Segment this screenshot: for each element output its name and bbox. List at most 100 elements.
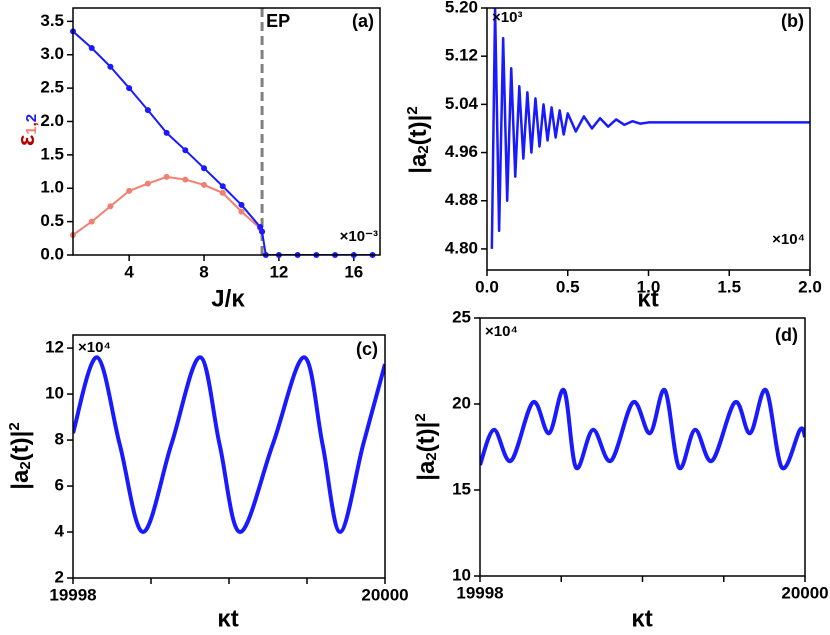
data-point: [219, 189, 226, 196]
x-tick-label: 20000: [361, 585, 408, 604]
y-label-part: ,: [23, 122, 40, 126]
y-tick-label: 5.04: [445, 94, 479, 113]
y-tick-label: 4.80: [445, 238, 478, 257]
y-axis-label: |a2(t)|2: [6, 422, 34, 489]
y-label-part: 2: [404, 106, 421, 114]
data-point: [238, 201, 245, 208]
data-point: [201, 181, 208, 188]
x-tick-label: 8: [199, 262, 208, 281]
data-point: [238, 208, 245, 215]
data-point: [163, 129, 170, 136]
x-tick-label: 20000: [781, 583, 828, 602]
y-label-part: 2: [23, 114, 40, 122]
panel-tag: (c): [356, 339, 378, 359]
y-tick-label: 10: [45, 384, 64, 403]
scale-note: ×10⁴: [772, 231, 805, 248]
x-tick-label: 19998: [49, 585, 96, 604]
x-tick-label: 1.5: [717, 277, 741, 296]
data-point: [126, 187, 133, 194]
plot-frame: [72, 7, 381, 256]
data-point: [126, 85, 133, 92]
ep-label: EP: [266, 11, 290, 31]
y-tick-label: 0.0: [40, 244, 64, 263]
y-tick-label: 25: [452, 307, 471, 326]
x-tick-label: 4: [124, 262, 134, 281]
data-line: [480, 388, 805, 471]
data-point: [107, 203, 114, 210]
x-tick-label: 0.0: [475, 277, 499, 296]
y-tick-label: 4.96: [445, 142, 478, 161]
y-tick-label: 3.5: [40, 11, 64, 30]
y-tick-label: 3.0: [40, 44, 64, 63]
data-point: [144, 107, 151, 114]
y-tick-label: 8: [55, 430, 64, 449]
x-axis-label: κt: [217, 605, 238, 632]
x-tick-label: 2.0: [798, 277, 822, 296]
x-tick-label: 12: [269, 262, 288, 281]
x-axis-label: κt: [631, 605, 652, 632]
y-tick-label: 5.20: [445, 0, 478, 16]
y-label-part: 2: [17, 461, 34, 469]
x-tick-label: 0.5: [556, 277, 580, 296]
x-axis-label: κt: [637, 285, 658, 312]
panel-tag: (a): [352, 11, 374, 31]
data-point: [88, 218, 95, 225]
data-line: [73, 175, 263, 236]
x-tick-label: 19998: [456, 583, 503, 602]
y-label-part: (t)|: [413, 422, 440, 453]
y-tick-label: 1.0: [40, 178, 64, 197]
y-tick-label: 0.5: [40, 211, 64, 230]
scale-note: ×10⁴: [78, 339, 111, 356]
y-tick-label: 2.5: [40, 78, 64, 97]
y-label-part: 2: [423, 452, 440, 460]
y-tick-label: 2: [55, 567, 64, 586]
data-point: [163, 173, 170, 180]
y-tick-label: 12: [45, 338, 64, 357]
data-point: [144, 180, 151, 187]
data-point: [107, 63, 114, 70]
data-point: [201, 165, 208, 172]
y-tick-label: 5.12: [445, 46, 478, 65]
y-label-part: (t)|: [405, 115, 432, 146]
y-label-part: ε: [13, 135, 40, 146]
y-label-part: 2: [415, 145, 432, 153]
y-tick-label: 20: [452, 393, 471, 412]
y-tick-label: 4.88: [445, 190, 478, 209]
scale-note: ×10⁴: [485, 323, 518, 340]
data-line: [490, 8, 810, 249]
x-axis-label: J/κ: [211, 285, 245, 312]
y-tick-label: 10: [452, 565, 471, 584]
panel-tag: (d): [775, 325, 798, 345]
y-tick-label: 4: [55, 522, 65, 541]
data-point: [182, 147, 189, 154]
y-label-part: |a: [405, 153, 432, 174]
y-tick-label: 2.0: [40, 111, 64, 130]
data-point: [219, 183, 226, 190]
y-axis-label: ε1,2: [13, 114, 40, 146]
plot-frame: [486, 7, 811, 271]
y-label-part: 2: [6, 422, 23, 430]
data-point: [257, 223, 264, 230]
y-label-part: 2: [412, 413, 429, 421]
y-axis-label: |a2(t)|2: [412, 413, 440, 480]
data-line: [73, 355, 385, 535]
data-point: [88, 45, 95, 52]
y-label-part: 1: [23, 126, 40, 134]
y-tick-label: 6: [55, 476, 64, 495]
scale-note: ×10⁻³: [340, 228, 378, 245]
data-line: [73, 30, 373, 255]
y-label-part: |a: [413, 460, 440, 481]
y-label-part: |a: [7, 469, 34, 490]
plot-frame: [479, 317, 806, 577]
y-label-part: (t)|: [7, 431, 34, 462]
y-axis-label: |a2(t)|2: [404, 106, 432, 173]
data-point: [259, 228, 266, 235]
data-point: [182, 176, 189, 183]
x-tick-label: 1.0: [637, 277, 661, 296]
plot-frame: [72, 334, 386, 579]
x-tick-label: 16: [344, 262, 363, 281]
scale-note: ×10³: [492, 9, 522, 26]
y-tick-label: 1.5: [40, 144, 64, 163]
panel-tag: (b): [781, 11, 804, 31]
